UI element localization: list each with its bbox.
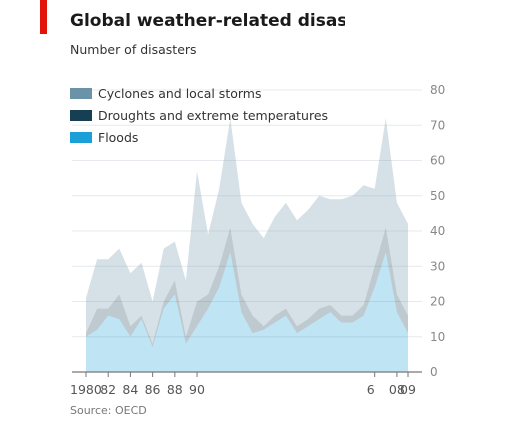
y-tick-label: 50 [430,189,445,203]
source-note: Source: OECD [70,404,147,417]
x-tick-label: 86 [145,382,161,397]
legend-label: Cyclones and local storms [98,85,262,101]
x-tick-label: 84 [122,382,138,397]
y-tick-label: 60 [430,154,445,168]
y-tick-label: 10 [430,330,445,344]
legend-swatch [70,87,92,99]
area-series-cyclones-and-local-storms [86,118,408,344]
chart-subtitle: Number of disasters [70,42,197,57]
accent-bar [40,0,47,34]
y-tick-label: 80 [430,83,445,97]
x-tick-label: 1980 [70,382,102,397]
legend-swatch [70,109,92,121]
grid-lines [72,89,422,373]
legend-label: Floods [98,129,139,145]
area-series-floods [86,252,408,372]
legend-label: Droughts and extreme temperatures [98,107,329,123]
chart-title: Global weather-related disaster [70,11,345,31]
x-tick-label: 6 [367,382,375,397]
legend: Cyclones and local storms Droughts and ex… [70,82,328,148]
y-axis: 0 10 20 30 40 50 60 70 80 [430,83,445,379]
y-tick-label: 70 [430,118,445,132]
x-tick-label: 08 [389,382,405,397]
y-tick-label: 40 [430,224,445,238]
legend-item: Floods [70,126,328,148]
x-tick-label: 90 [189,382,205,397]
y-tick-label: 0 [430,365,438,379]
chart-areas [86,118,408,372]
y-tick-label: 20 [430,295,445,309]
y-tick-label: 30 [430,259,445,273]
legend-item: Cyclones and local storms [70,82,328,104]
legend-item: Droughts and extreme temperatures [70,104,328,126]
x-tick-label: 82 [100,382,116,397]
x-tick-label: 88 [167,382,183,397]
legend-swatch [70,131,92,143]
x-tick-label: 09 [400,382,416,397]
